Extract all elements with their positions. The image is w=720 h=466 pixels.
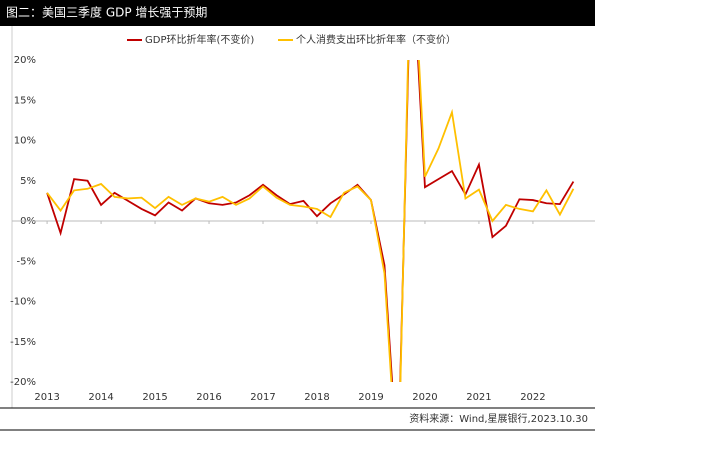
x-tick-label: 2018 [304, 392, 329, 403]
y-tick-label: 10% [14, 136, 36, 147]
y-tick-label: -10% [10, 297, 36, 308]
y-tick-label: 5% [20, 176, 36, 187]
header-bar [0, 0, 595, 26]
x-tick-label: 2021 [466, 392, 491, 403]
y-tick-label: 15% [14, 95, 36, 106]
y-tick-label: 20% [14, 55, 36, 66]
y-tick-label: -5% [17, 256, 36, 267]
y-tick-label: -15% [10, 337, 36, 348]
x-tick-label: 2022 [520, 392, 545, 403]
x-tick-label: 2013 [34, 392, 59, 403]
x-tick-label: 2020 [412, 392, 437, 403]
y-tick-label: -20% [10, 377, 36, 388]
x-tick-label: 2016 [196, 392, 221, 403]
x-tick-label: 2017 [250, 392, 275, 403]
x-tick-label: 2015 [142, 392, 167, 403]
plot [46, 60, 575, 382]
legend-label: 个人消费支出环比折年率（不变价） [296, 33, 456, 46]
x-tick-label: 2014 [88, 392, 113, 403]
legend-label: GDP环比折年率(不变价) [145, 33, 254, 46]
x-tick-label: 2019 [358, 392, 383, 403]
source: 资料来源：Wind,星展银行,2023.10.30 [409, 412, 588, 425]
chart-title: 图二：美国三季度 GDP 增长强于预期 [6, 5, 207, 20]
line-series [46, 60, 575, 382]
